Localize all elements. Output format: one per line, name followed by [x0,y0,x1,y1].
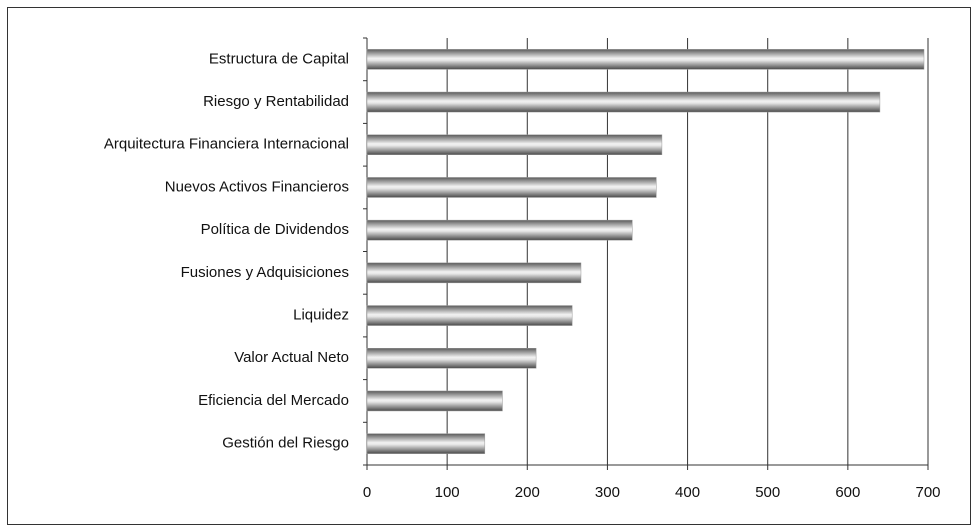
x-tick-label: 300 [595,484,620,501]
bar [366,91,881,113]
y-tick-label: Nuevos Activos Financieros [165,178,349,195]
y-tick-label: Liquidez [293,307,349,324]
y-tick-label: Gestión del Riesgo [222,435,349,452]
x-tick-label: 400 [675,484,700,501]
bar [366,134,663,155]
bar [366,219,633,241]
bar [366,177,657,198]
y-tick-label: Riesgo y Rentabilidad [203,93,349,110]
bar [366,433,486,454]
bar [366,49,925,70]
x-tick-label: 0 [363,484,371,501]
x-tick-label: 600 [835,484,860,501]
y-tick-label: Eficiencia del Mercado [198,392,349,409]
bar [366,305,573,326]
x-tick-label: 200 [515,484,540,501]
bar [366,348,537,369]
y-tick-label: Valor Actual Neto [234,349,349,366]
x-tick-label: 100 [435,484,460,501]
y-tick-label: Estructura de Capital [209,50,349,67]
chart-frame [7,7,971,525]
y-tick-label: Política de Dividendos [201,221,349,238]
bar [366,262,582,284]
y-tick-label: Fusiones y Adquisiciones [181,264,349,281]
x-tick-label: 500 [755,484,780,501]
bar [366,390,503,412]
y-tick-label: Arquitectura Financiera Internacional [104,136,349,153]
x-tick-label: 700 [915,484,940,501]
